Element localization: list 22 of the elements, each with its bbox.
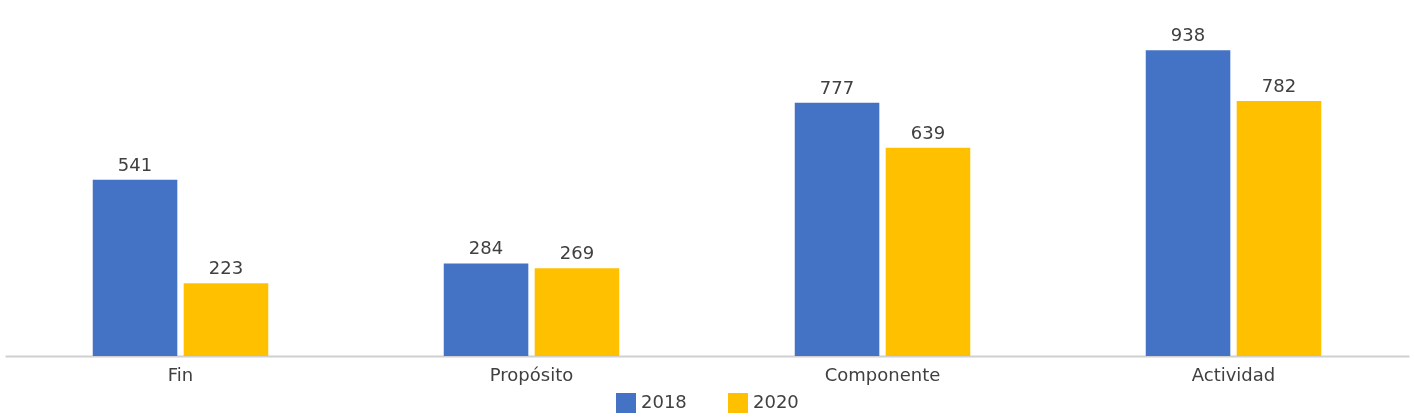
data-label: 777 <box>819 76 855 98</box>
legend-label: 2020 <box>753 391 799 412</box>
data-label: 223 <box>208 257 244 279</box>
data-label: 284 <box>468 237 504 259</box>
x-tick-label: Propósito <box>489 363 574 385</box>
bar <box>534 268 620 356</box>
bar <box>183 283 269 356</box>
data-label: 938 <box>1170 24 1206 46</box>
bar <box>1236 101 1322 356</box>
bar <box>443 263 529 356</box>
x-tick-label: Fin <box>167 363 194 385</box>
data-label: 639 <box>910 121 946 143</box>
x-tick-label: Actividad <box>1191 363 1276 385</box>
bar <box>92 179 178 356</box>
x-tick-label: Componente <box>824 363 941 385</box>
bar <box>885 147 971 356</box>
legend-label: 2018 <box>641 391 687 412</box>
bar <box>1145 50 1231 356</box>
data-label: 782 <box>1261 75 1297 97</box>
bar <box>794 102 880 356</box>
data-label: 269 <box>559 242 595 264</box>
data-label: 541 <box>117 153 153 175</box>
